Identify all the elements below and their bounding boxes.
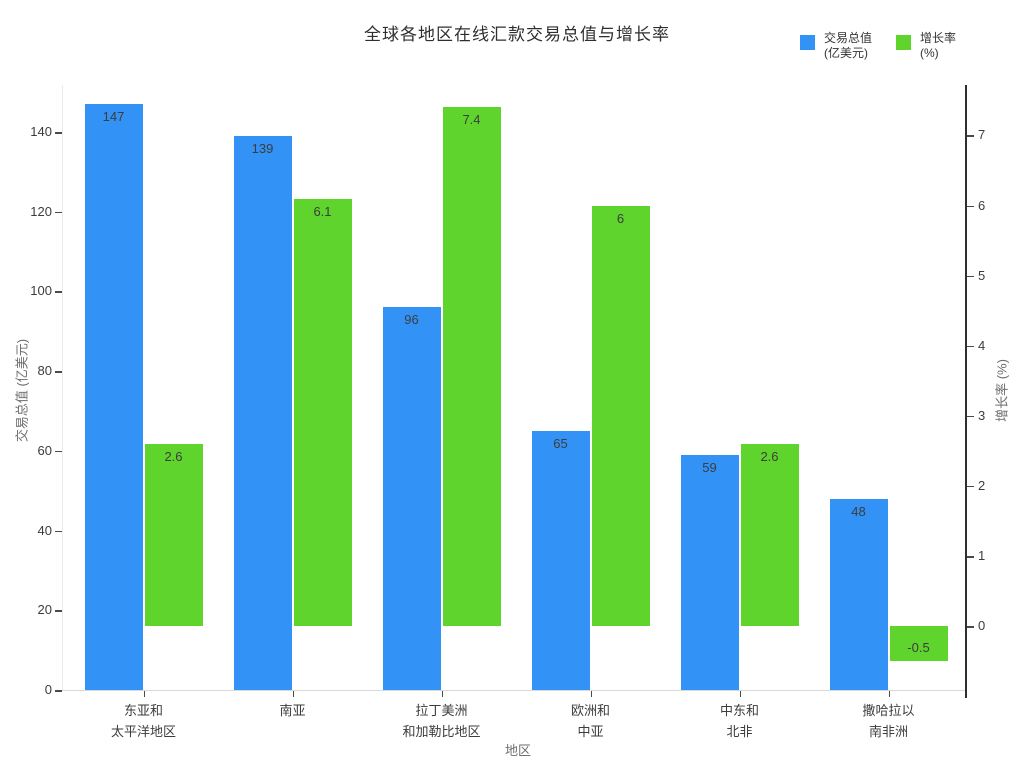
growth-rate-bar [144, 443, 203, 627]
legend-item-growth-rate: 增长率 (%) [896, 31, 956, 61]
right-axis-line [965, 85, 967, 698]
category-label: 中东和 北非 [665, 700, 815, 742]
right-axis-tick-label: 7 [978, 127, 986, 143]
legend-label-growth-rate: 增长率 (%) [920, 31, 957, 60]
x-axis-title: 地区 [504, 743, 531, 758]
category-label-line: 南非洲 [868, 724, 908, 739]
right-axis-tick-label: 0 [978, 618, 986, 634]
growth-rate-value: 7.4 [462, 112, 481, 128]
category-label-line: 北非 [726, 724, 753, 739]
left-axis-tick-label: 60 [37, 442, 52, 458]
legend: 交易总值 (亿美元) 增长率 (%) [800, 31, 956, 61]
right-axis-tick [967, 626, 974, 628]
category-label-line: 中东和 [719, 703, 759, 718]
growth-rate-bar [591, 205, 650, 627]
transaction-total-bar [680, 454, 739, 690]
x-axis-tick [143, 691, 145, 697]
legend-swatch-blue [800, 35, 815, 50]
growth-rate-bar [740, 443, 799, 627]
transaction-total-value: 139 [251, 141, 274, 156]
right-axis-title: 增长率 (%) [994, 359, 1010, 422]
x-axis-tick [441, 691, 443, 697]
left-axis-tick-label: 120 [30, 203, 52, 219]
growth-rate-value: 6 [616, 210, 625, 226]
legend-swatch-green [896, 35, 912, 50]
right-axis-tick [967, 275, 974, 278]
left-axis-tick [55, 211, 62, 214]
category-label: 东亚和 太平洋地区 [69, 700, 219, 742]
growth-rate-value: 2.6 [760, 448, 779, 464]
left-axis-tick [55, 610, 62, 612]
category-label-line: 中亚 [577, 724, 604, 739]
left-axis-tick-label: 20 [37, 602, 52, 618]
transaction-total-bar [382, 307, 441, 690]
category-label: 撒哈拉以 南非洲 [814, 700, 964, 742]
left-axis-tick-label: 80 [37, 363, 52, 379]
growth-rate-bar [442, 107, 501, 627]
category-label-line: 和加勒比地区 [402, 724, 481, 739]
transaction-total-bar [233, 136, 292, 690]
legend-item-transaction-total: 交易总值 (亿美元) [800, 31, 872, 61]
growth-rate-bar [293, 198, 352, 627]
category-label-line: 拉丁美洲 [415, 703, 468, 718]
right-axis-tick-label: 2 [978, 477, 986, 493]
transaction-total-value: 96 [404, 312, 419, 328]
left-axis-tick [55, 690, 62, 692]
right-axis-tick [967, 556, 974, 558]
left-axis-tick [55, 450, 62, 453]
x-axis-tick [739, 691, 741, 697]
x-axis-tick [888, 691, 890, 697]
right-axis-tick [967, 205, 974, 208]
category-label: 拉丁美洲和加勒比地区 [367, 700, 517, 742]
transaction-total-value: 59 [702, 459, 717, 475]
left-axis-line [62, 85, 63, 690]
transaction-total-bar [531, 430, 590, 690]
category-label: 南亚 [218, 700, 368, 721]
category-label-line: 欧洲和 [570, 703, 610, 718]
growth-rate-value: -0.5 [907, 640, 930, 656]
left-axis-tick [55, 530, 62, 533]
left-axis-tick [55, 371, 62, 373]
transaction-total-value: 65 [553, 435, 568, 451]
legend-label-transaction-total: 交易总值 (亿美元) [824, 31, 873, 60]
left-axis-tick [55, 291, 62, 293]
right-axis-tick-label: 5 [978, 267, 986, 283]
bottom-axis-line [62, 690, 965, 691]
right-axis-tick-label: 6 [978, 197, 986, 213]
left-axis-tick-label: 140 [30, 124, 52, 140]
growth-rate-value: 6.1 [313, 203, 332, 219]
x-axis-tick [590, 691, 592, 697]
left-axis-title: 交易总值 (亿美元) [14, 338, 30, 443]
right-axis-tick-label: 1 [978, 548, 986, 564]
right-axis-tick [967, 135, 974, 137]
right-axis-tick [967, 345, 974, 348]
transaction-total-value: 147 [102, 109, 125, 125]
growth-rate-value: 2.6 [164, 448, 183, 464]
right-axis-tick-label: 4 [978, 337, 986, 353]
category-label-line: 太平洋地区 [110, 724, 176, 739]
left-axis-tick-label: 0 [44, 682, 52, 697]
right-axis-tick [967, 485, 974, 488]
category-label-line: 撒哈拉以 [862, 703, 915, 718]
right-axis-tick [967, 415, 974, 418]
category-label: 欧洲和 中亚 [516, 700, 666, 742]
category-label-line: 东亚和 [123, 703, 163, 718]
left-axis-tick-label: 100 [30, 283, 52, 299]
transaction-total-bar [829, 498, 888, 690]
chart-title: 全球各地区在线汇款交易总值与增长率 [364, 25, 670, 44]
left-axis-tick-label: 40 [37, 522, 52, 538]
left-axis-tick [55, 132, 62, 134]
category-label-line: 南亚 [279, 703, 306, 718]
transaction-total-value: 48 [851, 503, 866, 519]
x-axis-tick [292, 691, 294, 697]
growth-rate-bar [889, 626, 948, 662]
right-axis-tick-label: 3 [978, 407, 986, 423]
transaction-total-bar [84, 104, 143, 690]
